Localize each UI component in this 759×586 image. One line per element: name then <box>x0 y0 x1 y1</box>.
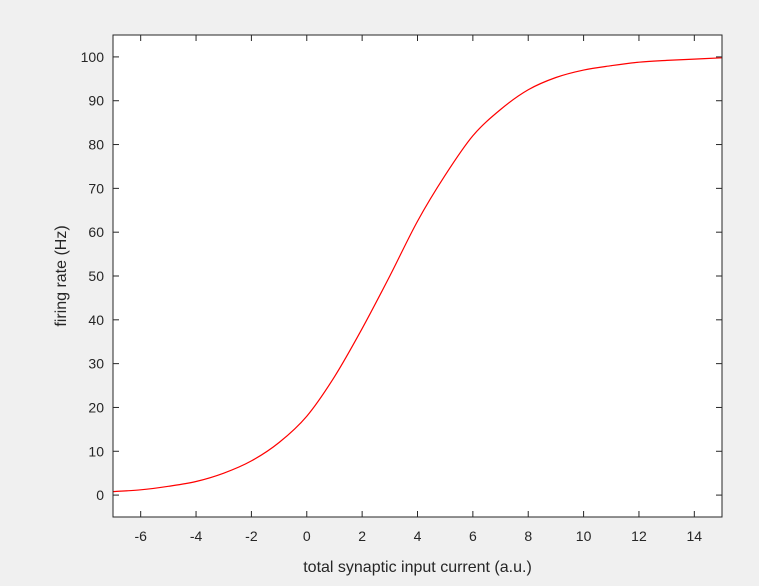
y-tick-label: 10 <box>88 443 104 459</box>
x-axis-label: total synaptic input current (a.u.) <box>303 559 532 576</box>
plot-area <box>113 35 722 517</box>
x-tick-label: -4 <box>190 528 203 544</box>
axes-box <box>112 34 723 518</box>
x-tick-label: 6 <box>469 528 477 544</box>
y-tick-label: 40 <box>88 312 104 328</box>
y-tick-label: 60 <box>88 224 104 240</box>
y-tick-label: 90 <box>88 93 104 109</box>
y-tick-label: 20 <box>88 399 104 415</box>
x-tick-label: 4 <box>414 528 422 544</box>
y-tick-label: 0 <box>96 487 104 503</box>
x-tick-label: 2 <box>358 528 366 544</box>
y-axis-label: firing rate (Hz) <box>53 225 70 326</box>
y-tick-label: 80 <box>88 137 104 153</box>
x-tick-label: -2 <box>245 528 258 544</box>
series-line <box>112 57 723 493</box>
x-tick-label: 10 <box>576 528 592 544</box>
x-tick-label: 8 <box>524 528 532 544</box>
y-tick-label: 50 <box>88 268 104 284</box>
x-tick-label: -6 <box>134 528 147 544</box>
x-tick-label: 0 <box>303 528 311 544</box>
ticks-layer: -6 -4 -2 0 2 4 6 8 10 12 14 0 10 20 30 40 50 60 70 80 90 100 <box>81 35 722 544</box>
x-tick-label: 14 <box>687 528 703 544</box>
x-tick-label: 12 <box>631 528 647 544</box>
y-tick-label: 100 <box>81 49 105 65</box>
y-tick-label: 70 <box>88 180 104 196</box>
y-tick-label: 30 <box>88 356 104 372</box>
